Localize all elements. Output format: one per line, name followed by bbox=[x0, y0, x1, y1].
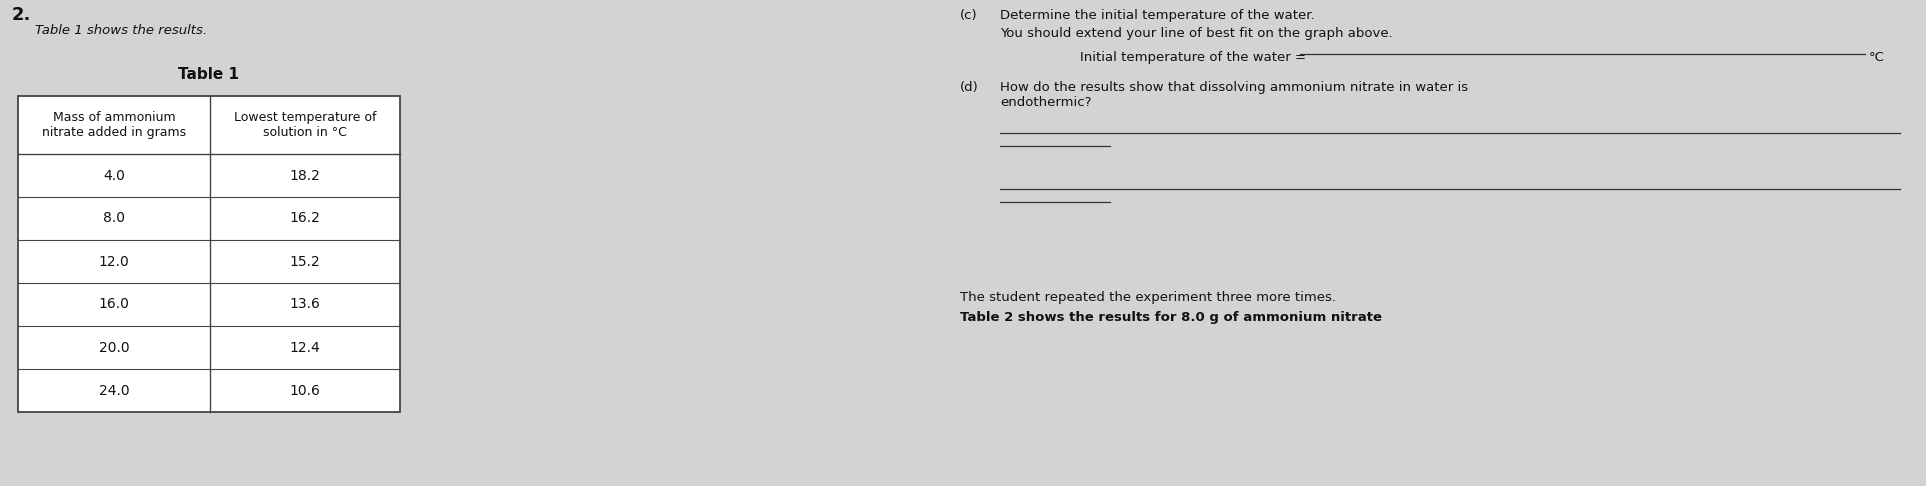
Text: Initial temperature of the water =: Initial temperature of the water = bbox=[1080, 51, 1306, 64]
Text: 15.2: 15.2 bbox=[289, 255, 320, 268]
Text: 20.0: 20.0 bbox=[98, 341, 129, 354]
Text: The student repeated the experiment three more times.: The student repeated the experiment thre… bbox=[959, 291, 1337, 304]
Text: 16.2: 16.2 bbox=[289, 211, 320, 226]
Text: Mass of ammonium
nitrate added in grams: Mass of ammonium nitrate added in grams bbox=[42, 111, 187, 139]
Text: Determine the initial temperature of the water.: Determine the initial temperature of the… bbox=[1000, 9, 1315, 22]
Text: 8.0: 8.0 bbox=[102, 211, 125, 226]
Text: 4.0: 4.0 bbox=[104, 169, 125, 183]
Bar bbox=[17, 96, 401, 412]
Text: Table 1 shows the results.: Table 1 shows the results. bbox=[35, 24, 208, 37]
Text: 2.: 2. bbox=[12, 6, 31, 24]
Text: You should extend your line of best fit on the graph above.: You should extend your line of best fit … bbox=[1000, 27, 1392, 40]
Text: (c): (c) bbox=[959, 9, 978, 22]
Text: Table 2 shows the results for 8.0 g of ammonium nitrate: Table 2 shows the results for 8.0 g of a… bbox=[959, 311, 1383, 324]
Text: 13.6: 13.6 bbox=[289, 297, 320, 312]
Text: How do the results show that dissolving ammonium nitrate in water is
endothermic: How do the results show that dissolving … bbox=[1000, 81, 1468, 109]
Text: Table 1: Table 1 bbox=[179, 67, 239, 82]
Text: °C: °C bbox=[1868, 51, 1886, 64]
Text: 24.0: 24.0 bbox=[98, 383, 129, 398]
Text: 12.4: 12.4 bbox=[289, 341, 320, 354]
Text: 10.6: 10.6 bbox=[289, 383, 320, 398]
Text: Lowest temperature of
solution in °C: Lowest temperature of solution in °C bbox=[233, 111, 376, 139]
Text: 16.0: 16.0 bbox=[98, 297, 129, 312]
Text: 12.0: 12.0 bbox=[98, 255, 129, 268]
Text: 18.2: 18.2 bbox=[289, 169, 320, 183]
Text: (d): (d) bbox=[959, 81, 978, 94]
